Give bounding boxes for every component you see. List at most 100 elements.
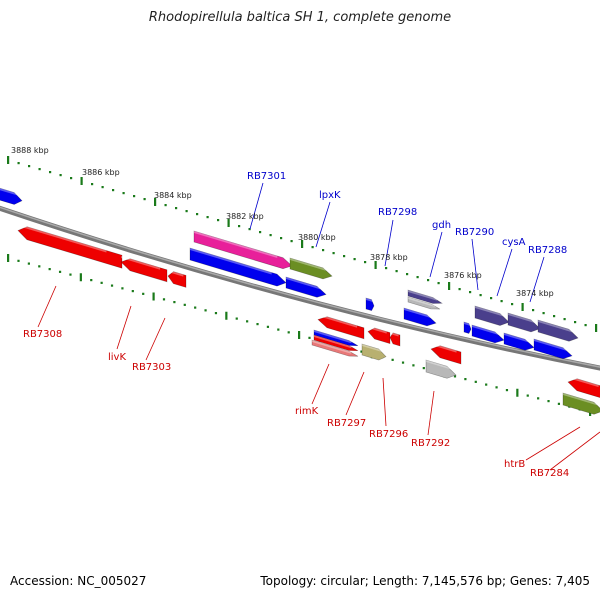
gene-feature [533,338,573,360]
gene-label-livk[interactable]: livK [108,352,126,363]
leader-line [549,431,600,471]
minor-tick [343,255,346,258]
gene-feature [365,297,375,312]
gene-arrow-shine [475,306,504,317]
minor-tick [311,246,314,249]
gene-label-gdh[interactable]: gdh [432,220,451,231]
gene-feature [313,334,359,351]
gene-arrow-body [313,334,359,351]
gene-arrow-shine [314,330,352,344]
minor-tick [217,219,220,222]
gene-arrow-body [167,271,187,288]
gene-feature [503,332,535,351]
minor-tick [308,336,311,339]
gene-arrow-shine [563,393,597,406]
gene-arrow-body [317,316,365,340]
major-tick [80,177,83,185]
leader-line [116,305,132,350]
major-tick [152,292,155,301]
minor-tick [269,234,272,237]
gene-arrow-shine [194,231,278,258]
minor-tick [385,267,388,270]
minor-tick [437,282,440,285]
gene-label-rb7284[interactable]: RB7284 [530,468,569,479]
gene-feature [189,247,287,287]
gene-label-rb7290[interactable]: RB7290 [455,227,494,238]
minor-tick [164,204,167,207]
minor-tick [495,386,498,389]
minor-tick [537,397,540,400]
minor-tick [112,189,115,192]
minor-tick [248,228,251,231]
gene-label-htrb[interactable]: htrB [504,459,525,470]
gene-label-rb7292[interactable]: RB7292 [411,438,450,449]
gene-label-rb7297[interactable]: RB7297 [327,418,366,429]
minor-tick [490,297,493,300]
gene-label-cysa[interactable]: cysA [502,237,526,248]
gene-feature [407,296,441,310]
minor-tick [280,237,283,240]
major-tick [227,219,230,227]
gene-feature [537,319,579,342]
minor-tick [100,281,103,284]
gene-label-rb7303[interactable]: RB7303 [132,362,171,373]
minor-tick [532,309,535,312]
leader-line [384,219,394,267]
minor-tick [122,192,125,195]
gene-arrow-shine [0,188,19,196]
minor-tick [485,383,488,386]
gene-label-rb7288[interactable]: RB7288 [528,245,567,256]
gene-label-rb7298[interactable]: RB7298 [378,207,417,218]
gene-arrow-body [533,338,573,360]
major-tick [298,331,301,339]
gene-arrow-body [474,305,510,326]
minor-tick [505,389,509,392]
gene-label-rb7296[interactable]: RB7296 [369,429,408,440]
gene-arrow-body [367,327,391,345]
minor-tick [360,350,363,353]
gene-feature [289,257,333,280]
minor-tick [542,312,545,315]
gene-label-rb7301[interactable]: RB7301 [247,171,286,182]
minor-tick [406,273,409,276]
minor-tick [27,262,30,265]
scale-label: 3878 kbp [370,253,408,262]
minor-tick [206,216,209,219]
minor-tick [173,301,176,304]
minor-tick [204,309,207,312]
gene-feature [425,359,457,379]
gene-label-lpxk[interactable]: lpxK [319,190,341,201]
leader-line [496,248,513,297]
minor-tick [266,325,270,328]
minor-tick [17,259,20,262]
minor-tick [90,279,93,282]
minor-tick [259,231,262,234]
minor-tick [547,400,550,403]
minor-tick [143,198,146,201]
gene-arrow-body [365,297,375,312]
gene-feature [361,343,387,361]
minor-tick [235,317,238,320]
gene-arrow-shine [190,248,272,275]
gene-arrow-body [403,307,437,327]
minor-tick [183,303,186,306]
minor-tick [194,306,197,309]
minor-tick [412,364,415,367]
minor-tick [121,287,124,290]
major-tick [154,198,157,206]
gene-feature [167,270,187,288]
minor-tick [28,165,31,168]
gene-arrow-body [537,319,579,342]
gene-label-rb7308[interactable]: RB7308 [23,329,62,340]
minor-tick [256,323,259,326]
gene-feature [389,332,401,347]
gene-label-rimk[interactable]: rimK [295,406,319,417]
minor-tick [48,268,51,271]
gene-arrow-shine [368,326,387,334]
minor-tick [416,276,419,279]
leader-line [427,390,435,436]
gene-arrow-shine [290,258,326,271]
gene-feature [193,230,293,270]
gene-arrow-shine [312,340,352,354]
gene-features [0,187,600,415]
